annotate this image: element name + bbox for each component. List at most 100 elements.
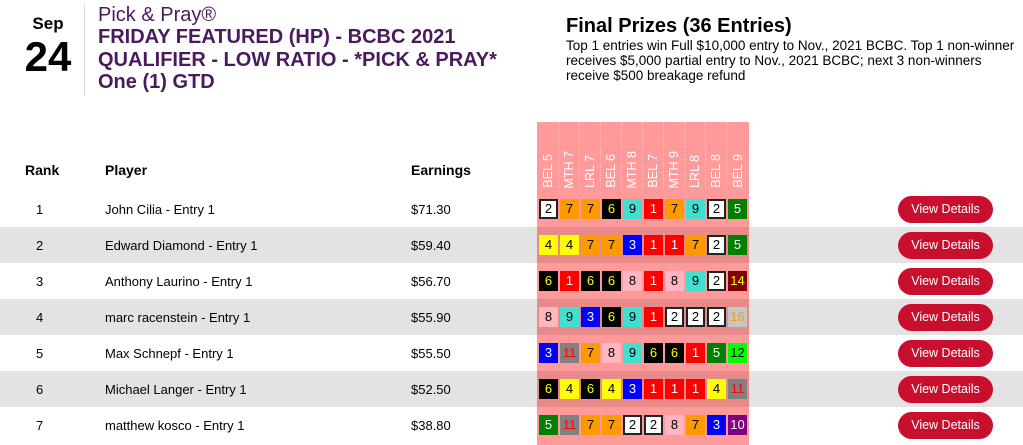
race-header-label: BEL 6 bbox=[604, 154, 618, 188]
pick-saddle-cloth: 1 bbox=[686, 343, 705, 363]
race-header: MTH 8 bbox=[622, 122, 643, 188]
race-header-label: BEL 9 bbox=[730, 154, 745, 188]
header-rank: Rank bbox=[25, 162, 60, 178]
pick-saddle-cloth: 2 bbox=[665, 307, 684, 327]
pick-saddle-cloth: 4 bbox=[602, 379, 621, 399]
pick-saddle-cloth: 3 bbox=[623, 379, 642, 399]
pick-saddle-cloth: 1 bbox=[644, 271, 663, 291]
prizes-text: Top 1 entries win Full $10,000 entry to … bbox=[566, 38, 1015, 83]
pick-saddle-cloth: 11 bbox=[560, 415, 579, 435]
header-player: Player bbox=[105, 162, 148, 178]
player-name: Michael Langer - Entry 1 bbox=[105, 382, 247, 397]
view-details-button[interactable]: View Details bbox=[898, 196, 993, 223]
pick-saddle-cloth: 1 bbox=[560, 271, 579, 291]
race-header-label: MTH 8 bbox=[625, 150, 639, 189]
earnings: $52.50 bbox=[411, 382, 451, 397]
event-day: 24 bbox=[24, 33, 72, 80]
player-name: Anthony Laurino - Entry 1 bbox=[105, 274, 253, 289]
race-header: LRL 8 bbox=[685, 122, 706, 188]
pick-saddle-cloth: 12 bbox=[728, 343, 747, 363]
pick-saddle-cloth: 5 bbox=[728, 235, 747, 255]
view-details-button[interactable]: View Details bbox=[898, 376, 993, 403]
pick-saddle-cloth: 6 bbox=[581, 379, 600, 399]
race-header: BEL 7 bbox=[643, 122, 664, 188]
header-earnings: Earnings bbox=[411, 162, 471, 178]
view-details-button[interactable]: View Details bbox=[898, 268, 993, 295]
pick-saddle-cloth: 7 bbox=[686, 235, 705, 255]
pick-saddle-cloth: 4 bbox=[560, 379, 579, 399]
pick-saddle-cloth: 9 bbox=[686, 271, 705, 291]
race-header-label: BEL 8 bbox=[709, 154, 723, 188]
event-month: Sep bbox=[32, 14, 64, 33]
pick-saddle-cloth: 5 bbox=[539, 415, 558, 435]
pick-saddle-cloth: 6 bbox=[602, 307, 621, 327]
pick-saddle-cloth: 8 bbox=[665, 271, 684, 291]
pick-saddle-cloth: 2 bbox=[623, 415, 642, 435]
view-details-button[interactable]: View Details bbox=[898, 340, 993, 367]
pick-saddle-cloth: 7 bbox=[560, 199, 579, 219]
pick-saddle-cloth: 2 bbox=[707, 235, 726, 255]
divider bbox=[84, 4, 85, 96]
player-name: Edward Diamond - Entry 1 bbox=[105, 238, 258, 253]
race-header: BEL 9 bbox=[727, 122, 748, 188]
earnings: $59.40 bbox=[411, 238, 451, 253]
pick-saddle-cloth: 5 bbox=[728, 199, 747, 219]
table-row: 1 John Cilia - Entry 1 $71.30 2 7 7 6 9 1 7 9 2 5 V… bbox=[0, 191, 1023, 227]
view-details-button[interactable]: View Details bbox=[898, 232, 993, 259]
pick-saddle-cloth: 11 bbox=[560, 343, 579, 363]
race-header-label: LRL 8 bbox=[688, 155, 702, 188]
race-header-label: LRL 7 bbox=[583, 155, 597, 188]
table-row: 3 Anthony Laurino - Entry 1 $56.70 6 1 6 6 8 1… bbox=[0, 263, 1023, 299]
pick-saddle-cloth: 6 bbox=[539, 271, 558, 291]
pick-saddle-cloth: 8 bbox=[602, 343, 621, 363]
pick-saddle-cloth: 3 bbox=[539, 343, 558, 363]
earnings: $55.50 bbox=[411, 346, 451, 361]
pick-saddle-cloth: 14 bbox=[728, 271, 747, 291]
pick-saddle-cloth: 8 bbox=[665, 415, 684, 435]
pick-saddle-cloth: 1 bbox=[644, 307, 663, 327]
rank: 1 bbox=[36, 202, 44, 217]
pick-saddle-cloth: 2 bbox=[707, 271, 726, 291]
pick-saddle-cloth: 1 bbox=[644, 199, 663, 219]
prizes-panel: Final Prizes (36 Entries) Top 1 entries … bbox=[566, 14, 1021, 83]
pick-saddle-cloth: 3 bbox=[707, 415, 726, 435]
race-header: BEL 5 bbox=[538, 122, 559, 188]
player-name: matthew kosco - Entry 1 bbox=[105, 418, 245, 433]
earnings: $38.80 bbox=[411, 418, 451, 433]
pick-saddle-cloth: 2 bbox=[644, 415, 663, 435]
view-details-button[interactable]: View Details bbox=[898, 412, 993, 439]
pick-saddle-cloth: 10 bbox=[728, 415, 747, 435]
pick-saddle-cloth: 7 bbox=[581, 199, 600, 219]
race-header: BEL 8 bbox=[706, 122, 727, 188]
pick-saddle-cloth: 9 bbox=[623, 343, 642, 363]
rank: 6 bbox=[36, 382, 44, 397]
race-header: BEL 6 bbox=[601, 122, 622, 188]
race-header-label: MTH 7 bbox=[562, 150, 576, 189]
pick-saddle-cloth: 8 bbox=[623, 271, 642, 291]
pick-saddle-cloth: 9 bbox=[560, 307, 579, 327]
pick-saddle-cloth: 7 bbox=[581, 343, 600, 363]
player-name: marc racenstein - Entry 1 bbox=[105, 310, 251, 325]
pick-saddle-cloth: 6 bbox=[602, 271, 621, 291]
pick-saddle-cloth: 7 bbox=[581, 415, 600, 435]
pick-saddle-cloth: 4 bbox=[560, 235, 579, 255]
player-name: Max Schnepf - Entry 1 bbox=[105, 346, 234, 361]
race-header-label: BEL 5 bbox=[541, 154, 555, 188]
pick-saddle-cloth: 5 bbox=[707, 343, 726, 363]
pick-saddle-cloth: 6 bbox=[539, 379, 558, 399]
race-header-label: MTH 9 bbox=[667, 150, 681, 189]
pick-saddle-cloth: 6 bbox=[644, 343, 663, 363]
table-row: 7 matthew kosco - Entry 1 $38.80 5 11 7 7 2 2 8… bbox=[0, 407, 1023, 443]
pick-saddle-cloth: 3 bbox=[581, 307, 600, 327]
pick-saddle-cloth: 8 bbox=[539, 307, 558, 327]
rank: 3 bbox=[36, 274, 44, 289]
table-row: 4 marc racenstein - Entry 1 $55.90 8 9 3 6 9 1… bbox=[0, 299, 1023, 335]
pick-saddle-cloth: 4 bbox=[539, 235, 558, 255]
view-details-button[interactable]: View Details bbox=[898, 304, 993, 331]
prizes-title: Final Prizes (36 Entries) bbox=[566, 15, 792, 37]
pick-saddle-cloth: 1 bbox=[644, 235, 663, 255]
pick-saddle-cloth: 3 bbox=[623, 235, 642, 255]
event-brand: Pick & Pray® bbox=[98, 4, 217, 26]
pick-saddle-cloth: 1 bbox=[665, 235, 684, 255]
earnings: $71.30 bbox=[411, 202, 451, 217]
